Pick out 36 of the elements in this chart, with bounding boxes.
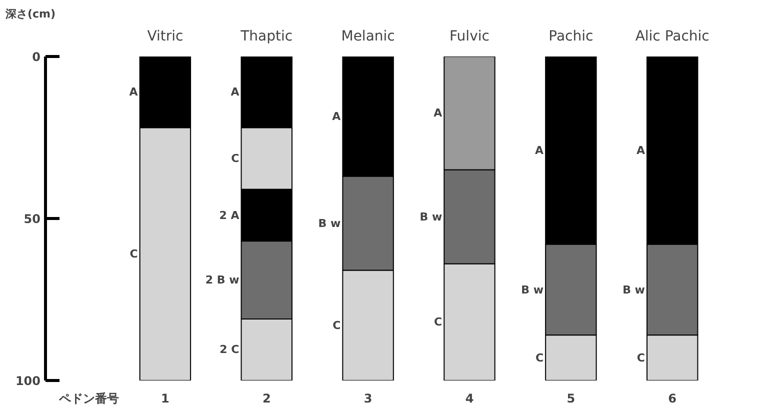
annotation: A — [636, 144, 646, 157]
annotation: B w — [521, 283, 544, 296]
annotation: B w — [622, 283, 645, 296]
x-tick-label: 6 — [668, 392, 677, 406]
annotation: A — [230, 86, 240, 99]
text: Thaptic — [240, 28, 293, 44]
x-tick-label: 3 — [364, 392, 372, 406]
annotation: C — [130, 248, 138, 261]
annotation: A — [434, 106, 443, 120]
y-tick-label: 100 — [15, 374, 41, 388]
y-axis-title: 深さ(cm) — [4, 8, 56, 20]
text: Vitric — [147, 28, 184, 44]
x-tick-label: 5 — [566, 392, 576, 406]
y-tick-label: 50 — [24, 212, 41, 226]
x-tick-label: 2 — [262, 392, 271, 406]
x-tick-label: 4 — [465, 392, 474, 406]
annotation: A — [332, 110, 342, 123]
annotation: B w — [318, 216, 341, 230]
annotation: 2 B w — [205, 274, 240, 287]
text: Pachic — [548, 28, 594, 44]
annotation: C — [434, 316, 442, 329]
text: Melanic — [341, 28, 395, 44]
annotation: C — [231, 152, 240, 166]
annotation: C — [535, 351, 544, 364]
annotation: C — [332, 318, 341, 332]
x-axis-title: ペドン番号 — [58, 392, 120, 406]
y-tick-label: 0 — [32, 50, 41, 64]
annotation: B w — [420, 210, 442, 224]
annotation: 2 A — [219, 208, 240, 222]
annotation: A — [129, 86, 138, 99]
annotation: A — [535, 144, 544, 157]
x-tick-label: 1 — [161, 392, 170, 406]
annotation: C — [636, 351, 645, 364]
text: Fulvic — [450, 28, 490, 44]
annotation: 2 C — [220, 343, 240, 356]
text: Alic Pachic — [635, 28, 710, 44]
